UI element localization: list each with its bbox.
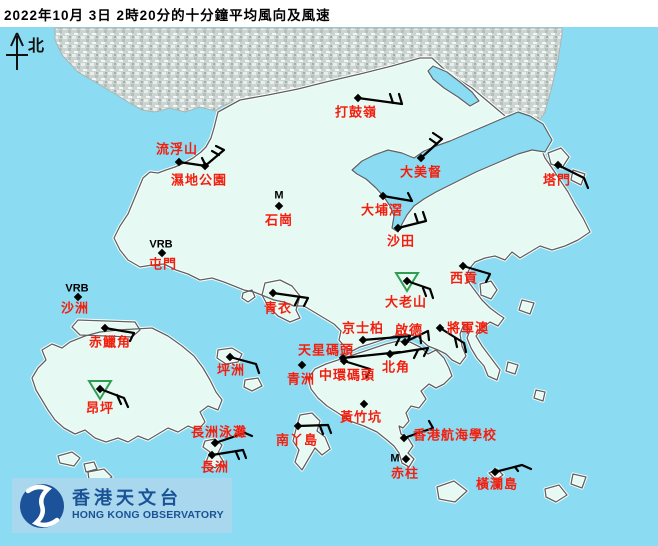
station-label-waglan-island: 橫瀾島 — [475, 476, 519, 492]
station-label-central-pier: 中環碼頭 — [318, 367, 376, 383]
station-dot-tuen-mun — [157, 248, 167, 258]
station-label-tsing-yi: 青衣 — [263, 300, 293, 316]
station-label-sha-tin: 沙田 — [386, 233, 416, 249]
map-title: 2022年10月 3日 2時20分的十分鐘平均風向及風速 — [4, 7, 331, 23]
wind-barb-peng-chau — [228, 355, 261, 375]
station-label-kai-tak: 啟德 — [394, 322, 424, 338]
station-dot-tap-mun — [553, 160, 563, 170]
hko-name-english: HONG KONG OBSERVATORY — [72, 509, 224, 522]
wind-barb-chek-lap-kok — [103, 326, 136, 343]
station-flag-tuen-mun: VRB — [149, 238, 173, 251]
station-label-ta-kwu-ling: 打鼓嶺 — [334, 104, 378, 120]
station-flag-shek-kong: M — [274, 189, 284, 202]
station-dot-wetland-park — [200, 161, 210, 171]
station-dot-kai-tak — [400, 337, 410, 347]
wind-barb-cheung-chau-beach — [213, 431, 254, 445]
title-bar: 2022年10月 3日 2時20分的十分鐘平均風向及風速 — [0, 0, 658, 27]
station-dot-lau-fau-shan — [174, 157, 184, 167]
station-label-cheung-chau: 長洲 — [200, 459, 230, 475]
wind-barb-central-pier — [342, 359, 372, 379]
station-flag-stanley: M — [390, 452, 400, 465]
wind-barb-kai-tak — [403, 329, 431, 345]
station-dot-central-pier — [339, 356, 349, 366]
wind-barb-lamma-island — [296, 423, 333, 436]
wind-barb-north-point — [388, 346, 430, 360]
station-dot-lamma-island — [293, 421, 303, 431]
station-dot-sha-tin — [393, 223, 403, 233]
station-dot-tai-mei-tuk — [416, 153, 426, 163]
station-label-kings-park: 京士柏 — [341, 320, 385, 336]
station-dot-kings-park — [358, 335, 368, 345]
station-dot-shek-kong — [274, 201, 284, 211]
hko-logo-banner: 香港天文台 HONG KONG OBSERVATORY — [12, 478, 232, 533]
station-dot-cheung-chau — [207, 450, 217, 460]
station-label-hk-sea-school: 香港航海學校 — [412, 427, 498, 443]
wind-barb-wetland-park — [203, 144, 226, 168]
station-label-tates-cairn: 大老山 — [384, 294, 428, 310]
wind-barb-ta-kwu-ling — [356, 92, 404, 106]
wind-barb-waglan-island — [493, 463, 533, 474]
station-label-sai-kung: 西貢 — [449, 270, 479, 286]
wind-barb-tap-mun — [556, 163, 590, 190]
station-label-peng-chau: 坪洲 — [216, 362, 246, 378]
station-label-sha-chau: 沙洲 — [60, 300, 90, 316]
wind-barb-ngong-ping — [98, 387, 130, 409]
station-dot-tates-cairn — [402, 276, 412, 286]
wind-barb-sai-kung — [461, 264, 492, 284]
station-dot-wong-chuk-hang — [359, 399, 369, 409]
station-label-ngong-ping: 昂坪 — [85, 400, 115, 416]
station-dot-tsing-yi — [268, 288, 278, 298]
station-dot-sha-chau — [73, 292, 83, 302]
wind-barb-hk-sea-school — [402, 419, 435, 440]
station-label-north-point: 北角 — [381, 359, 411, 375]
wind-barb-tai-mei-tuk — [419, 131, 444, 160]
station-label-star-ferry: 天星碼頭 — [297, 342, 355, 358]
station-label-tai-mei-tuk: 大美督 — [399, 164, 443, 180]
station-label-tseung-kwan-o: 將軍澳 — [446, 320, 490, 336]
station-dot-cheung-chau-beach — [210, 438, 220, 448]
station-label-lau-fau-shan: 流浮山 — [155, 141, 199, 157]
station-dot-peng-chau — [225, 352, 235, 362]
station-label-wetland-park: 濕地公園 — [170, 172, 228, 188]
wind-barb-tates-cairn — [405, 279, 435, 300]
station-dot-stanley — [401, 454, 411, 464]
station-dot-hk-sea-school — [399, 433, 409, 443]
station-label-chek-lap-kok: 赤鱲角 — [88, 334, 132, 350]
wind-barb-sha-tin — [396, 210, 428, 230]
station-dot-tai-po-kau — [378, 191, 388, 201]
station-flag-sha-chau: VRB — [65, 282, 89, 295]
station-label-shek-kong: 石崗 — [264, 212, 294, 228]
station-label-tap-mun: 塔門 — [542, 172, 572, 188]
hko-name-chinese: 香港天文台 — [72, 488, 182, 509]
station-dot-green-island — [297, 360, 307, 370]
wind-barb-tsing-yi — [271, 291, 310, 308]
station-dot-waglan-island — [490, 467, 500, 477]
north-label: 北 — [28, 38, 45, 55]
station-label-tuen-mun: 屯門 — [148, 256, 178, 272]
station-label-stanley: 赤柱 — [390, 465, 420, 481]
north-arrow-icon — [6, 32, 28, 70]
station-label-tai-po-kau: 大埔滘 — [360, 202, 404, 218]
station-label-cheung-chau-beach: 長洲泳灘 — [190, 424, 248, 440]
station-label-wong-chuk-hang: 黃竹坑 — [339, 409, 383, 425]
station-label-lamma-island: 南丫島 — [275, 432, 319, 448]
station-label-green-island: 青洲 — [286, 371, 316, 387]
wind-barb-tseung-kwan-o — [438, 326, 468, 354]
station-dot-ngong-ping — [95, 384, 105, 394]
station-dot-tseung-kwan-o — [435, 323, 445, 333]
station-dot-chek-lap-kok — [100, 323, 110, 333]
station-dot-north-point — [385, 349, 395, 359]
wind-barb-tai-po-kau — [381, 191, 414, 203]
hko-logo-icon — [20, 483, 64, 528]
station-dot-ta-kwu-ling — [353, 93, 363, 103]
station-dot-sai-kung — [458, 261, 468, 271]
wind-barb-cheung-chau — [210, 448, 248, 461]
